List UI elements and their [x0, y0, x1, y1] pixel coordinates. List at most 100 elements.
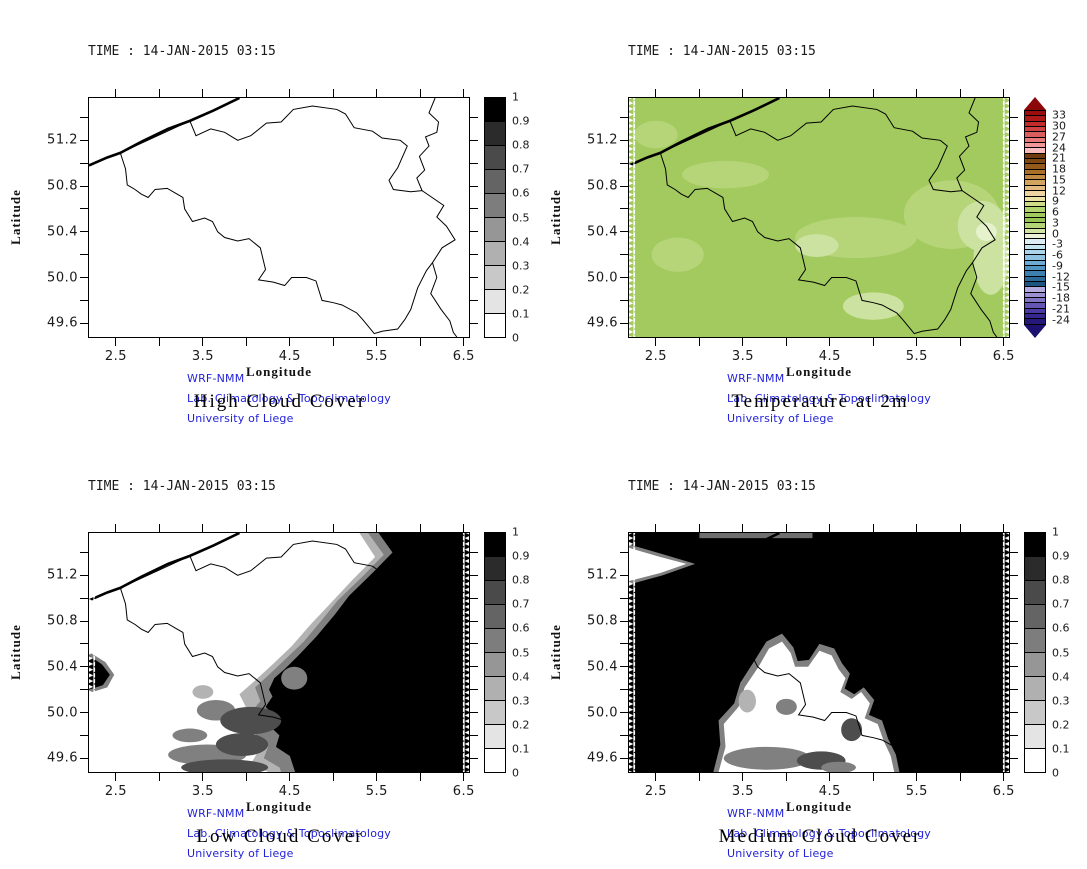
colorbar-cell — [1025, 174, 1045, 180]
credit-line: University of Liege — [727, 847, 834, 860]
colorbar-tick-label: 0.2 — [512, 718, 530, 732]
y-tick-mark — [80, 139, 88, 141]
colorbar-cell — [485, 265, 505, 289]
colorbar-cell — [485, 533, 505, 556]
x-tick-mark — [698, 338, 700, 346]
colorbar-tick-label: -6 — [1052, 248, 1063, 262]
colorbar-tick-label: 0 — [1052, 227, 1059, 241]
map-medium-cloud-cover — [629, 533, 1009, 772]
grid-edge-sawtooth-right — [462, 533, 469, 772]
y-tick-mark — [1010, 116, 1018, 118]
y-tick-mark — [1010, 643, 1018, 645]
y-tick-mark — [470, 597, 478, 599]
colorbar-cell — [1025, 227, 1045, 233]
y-tick-mark — [1010, 231, 1018, 233]
x-tick-mark — [376, 773, 378, 781]
colorbar-cell — [485, 121, 505, 145]
y-tick-label: 50.4 — [587, 224, 618, 240]
x-tick-mark — [419, 89, 421, 97]
colorbar-cell — [485, 652, 505, 676]
colorbar-cloud-fraction: 1 0.9 0.8 0.7 0.6 0.5 0.4 0.3 0.2 0.1 0 — [1024, 526, 1070, 780]
x-tick-mark — [115, 524, 117, 532]
credit-line: University of Liege — [727, 412, 834, 425]
x-tick-mark — [245, 338, 247, 346]
time-label: TIME : 14-JAN-2015 03:15 — [88, 479, 276, 494]
colorbar-tick-label: -18 — [1052, 291, 1070, 305]
y-tick-mark — [1010, 208, 1018, 210]
colorbar-tick-label: 0.7 — [512, 597, 530, 611]
y-tick-mark — [1010, 666, 1018, 668]
x-tick-label: 3.5 — [191, 784, 214, 799]
colorbar-tick-label: 24 — [1052, 141, 1066, 155]
x-tick-mark — [245, 773, 247, 781]
x-tick-label: 4.5 — [278, 349, 301, 364]
colorbar-cell — [1025, 724, 1045, 748]
colorbar-tick-label: 0.1 — [1052, 742, 1070, 756]
y-tick-mark — [470, 643, 478, 645]
y-tick-mark — [80, 185, 88, 187]
colorbar-tick-label: 0.2 — [1052, 718, 1070, 732]
y-tick-mark — [80, 551, 88, 553]
y-tick-mark — [80, 322, 88, 324]
panel-title: Medium Cloud Cover — [718, 826, 922, 847]
y-tick-mark — [620, 551, 628, 553]
colorbar-tick-label: -3 — [1052, 237, 1063, 251]
colorbar-cell — [1025, 307, 1045, 314]
colorbar-tick-label: 0.4 — [512, 670, 530, 684]
y-tick-mark — [1010, 162, 1018, 164]
y-tick-mark — [80, 162, 88, 164]
x-tick-mark — [158, 773, 160, 781]
cloud-patch — [215, 733, 269, 756]
x-tick-mark — [115, 773, 117, 781]
x-tick-mark — [655, 773, 657, 781]
colorbar-tick-label: 30 — [1052, 119, 1066, 133]
coastal-clear-wedge — [629, 547, 687, 582]
x-tick-mark — [289, 524, 291, 532]
x-tick-mark — [916, 89, 918, 97]
colorbar-cell — [1025, 232, 1045, 239]
y-tick-mark — [80, 643, 88, 645]
y-tick-mark — [470, 689, 478, 691]
colorbar-cell — [1025, 676, 1045, 700]
colorbar-cell — [1025, 248, 1045, 255]
colorbar-tick-label: 0.7 — [512, 162, 530, 176]
colorbar-tick-label: -15 — [1052, 280, 1070, 294]
x-tick-mark — [785, 338, 787, 346]
model-credits: WRF-NMM Lab. Climatology & Topoclimatolo… — [187, 369, 391, 429]
y-tick-mark — [80, 689, 88, 691]
y-tick-mark — [80, 757, 88, 759]
x-tick-mark — [785, 773, 787, 781]
map-plot-area: WRF-NMM Lab. Climatology & Topoclimatolo… — [587, 524, 1018, 860]
coastline — [89, 98, 239, 165]
y-tick-mark — [620, 689, 628, 691]
y-tick-mark — [1010, 254, 1018, 256]
y-tick-mark — [470, 185, 478, 187]
x-tick-mark — [332, 524, 334, 532]
colorbar-cells — [484, 532, 506, 773]
y-axis-title: Latitude — [8, 189, 23, 245]
colorbar-tick-label: 6 — [1052, 205, 1059, 219]
colorbar-arrow-down — [1024, 325, 1046, 338]
colorbar-cell — [485, 98, 505, 121]
y-tick-mark — [80, 254, 88, 256]
x-tick-mark — [158, 338, 160, 346]
panel-medium-cloud-cover: TIME : 14-JAN-2015 03:15 Latitude — [540, 435, 1083, 869]
map-high-cloud-cover — [89, 98, 469, 337]
colorbar-cell — [485, 313, 505, 337]
x-tick-mark — [742, 524, 744, 532]
colorbar-cell — [485, 193, 505, 217]
x-axis-title: Longitude — [785, 364, 853, 379]
y-tick-label: 49.6 — [587, 315, 618, 331]
time-label: TIME : 14-JAN-2015 03:15 — [628, 479, 816, 494]
x-tick-mark — [158, 89, 160, 97]
y-tick-label: 50.4 — [47, 659, 78, 675]
x-tick-label: 6.5 — [452, 784, 475, 799]
model-credits: WRF-NMM Lab. Climatology & Topoclimatolo… — [727, 369, 931, 429]
colorbar-cell — [1025, 168, 1045, 175]
colorbar-tick-label: 9 — [1052, 194, 1059, 208]
y-tick-mark — [1010, 299, 1018, 301]
colorbar-tick-label: -21 — [1052, 302, 1070, 316]
y-tick-mark — [470, 551, 478, 553]
x-tick-mark — [202, 338, 204, 346]
colorbar-cell — [485, 241, 505, 265]
